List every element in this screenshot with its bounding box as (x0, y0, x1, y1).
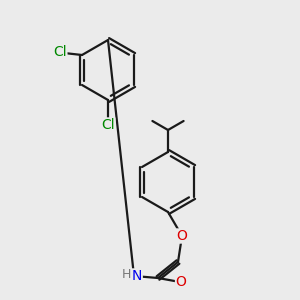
Text: Cl: Cl (53, 45, 67, 59)
Text: N: N (132, 269, 142, 283)
Text: Cl: Cl (101, 118, 115, 132)
Text: O: O (176, 275, 186, 289)
Text: O: O (177, 229, 188, 243)
Text: H: H (121, 268, 131, 281)
